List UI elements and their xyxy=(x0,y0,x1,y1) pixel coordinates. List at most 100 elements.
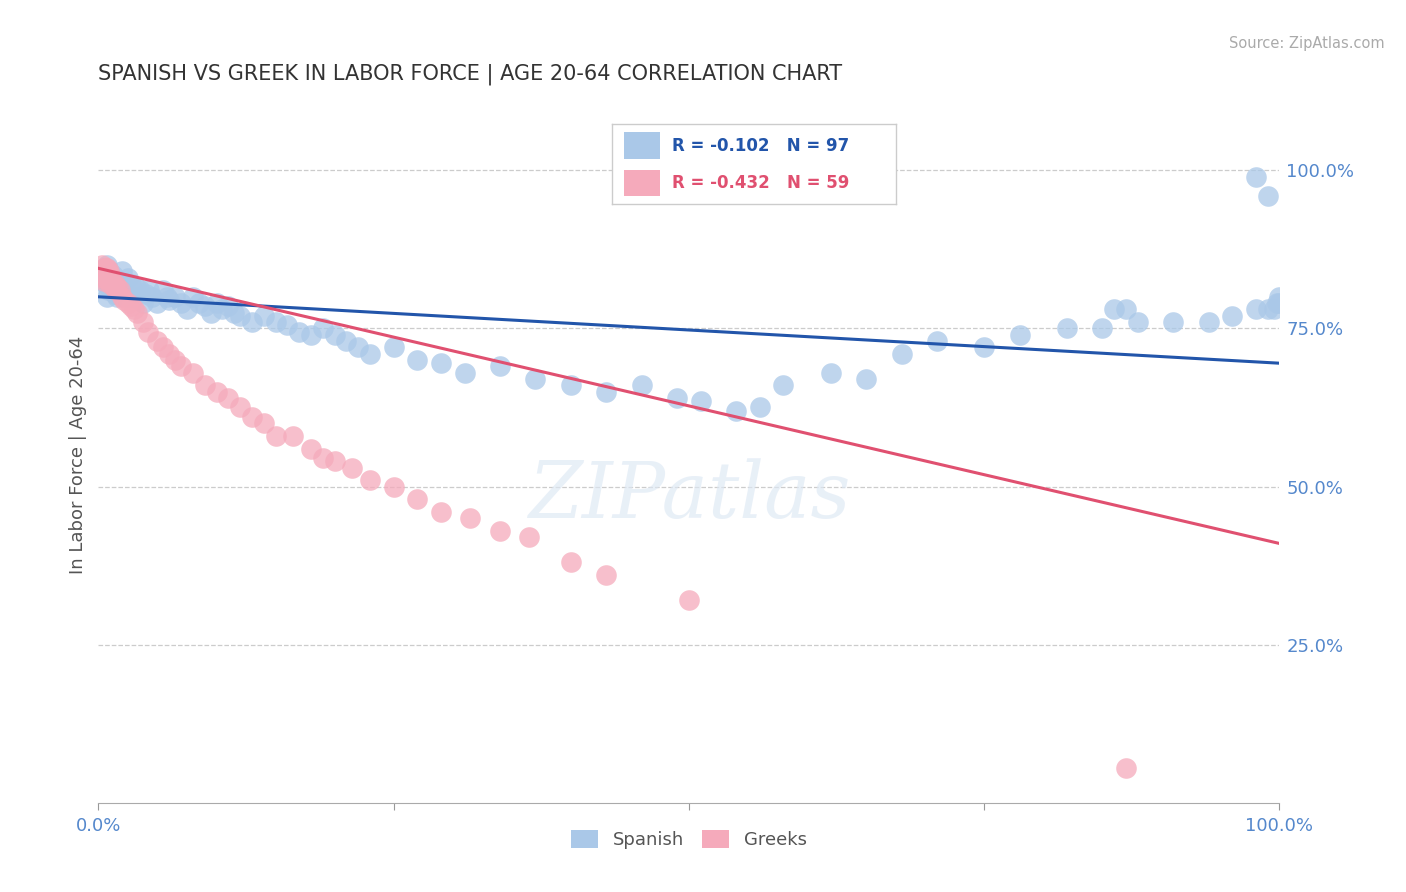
Point xyxy=(666,391,689,405)
Point xyxy=(855,372,877,386)
Text: ZIPatlas: ZIPatlas xyxy=(527,458,851,535)
Point xyxy=(122,290,145,304)
Point xyxy=(1091,321,1114,335)
Point xyxy=(97,284,120,298)
Point xyxy=(205,296,228,310)
Point xyxy=(117,296,139,310)
Point xyxy=(1265,296,1288,310)
Point xyxy=(264,429,287,443)
Point xyxy=(165,353,187,368)
Point xyxy=(157,347,180,361)
Point xyxy=(194,299,217,313)
Point xyxy=(1115,761,1137,775)
Point xyxy=(1268,296,1291,310)
Point xyxy=(925,334,948,348)
Point xyxy=(229,401,252,415)
Point xyxy=(820,366,842,380)
Point xyxy=(97,268,120,282)
Point xyxy=(112,284,135,298)
Point xyxy=(94,268,117,282)
Point xyxy=(135,286,157,301)
Point xyxy=(772,378,794,392)
Point xyxy=(1257,188,1279,202)
Point xyxy=(108,284,131,298)
Point xyxy=(1008,327,1031,342)
Point xyxy=(176,302,198,317)
Point xyxy=(460,511,482,525)
Point xyxy=(96,290,118,304)
Point xyxy=(299,327,322,342)
Point xyxy=(97,270,120,285)
Point xyxy=(156,290,179,304)
Point xyxy=(165,290,187,304)
Point xyxy=(406,492,429,507)
Point xyxy=(224,305,246,319)
Point xyxy=(136,325,159,339)
Point xyxy=(1220,309,1243,323)
Point xyxy=(1263,302,1285,317)
Point xyxy=(132,296,155,310)
Point xyxy=(91,270,114,285)
Point xyxy=(560,378,582,392)
Point xyxy=(342,460,364,475)
Point xyxy=(1102,302,1125,317)
Point xyxy=(200,305,222,319)
Point xyxy=(152,284,174,298)
Text: SPANISH VS GREEK IN LABOR FORCE | AGE 20-64 CORRELATION CHART: SPANISH VS GREEK IN LABOR FORCE | AGE 20… xyxy=(98,63,842,85)
Point xyxy=(489,524,512,538)
Point xyxy=(240,315,263,329)
Point xyxy=(122,302,145,317)
Point xyxy=(524,372,547,386)
Point xyxy=(630,378,652,392)
Point xyxy=(560,556,582,570)
Point xyxy=(100,274,122,288)
Point xyxy=(276,318,298,333)
Point xyxy=(105,280,128,294)
Point xyxy=(1198,315,1220,329)
Point xyxy=(430,505,453,519)
Point xyxy=(890,347,912,361)
Point xyxy=(98,277,121,292)
Point xyxy=(103,284,125,298)
Point xyxy=(94,261,117,276)
Point xyxy=(105,277,128,292)
Point xyxy=(107,280,129,294)
Point xyxy=(519,530,541,544)
Point xyxy=(105,284,128,298)
Point xyxy=(104,277,127,292)
Point xyxy=(430,356,453,370)
Point xyxy=(205,384,228,399)
Point xyxy=(489,359,512,374)
Point xyxy=(312,321,335,335)
Point xyxy=(96,261,118,276)
Point xyxy=(1257,302,1279,317)
Point xyxy=(1161,315,1184,329)
Point xyxy=(103,274,125,288)
Text: Source: ZipAtlas.com: Source: ZipAtlas.com xyxy=(1229,36,1385,51)
Point xyxy=(689,394,711,409)
Point xyxy=(111,277,134,292)
Legend: Spanish, Greeks: Spanish, Greeks xyxy=(564,822,814,856)
Point xyxy=(128,284,150,298)
Point xyxy=(91,264,114,278)
Point xyxy=(100,284,122,298)
Point xyxy=(406,353,429,368)
Point xyxy=(104,286,127,301)
Point xyxy=(312,451,335,466)
Point xyxy=(748,401,770,415)
Point xyxy=(98,264,121,278)
Point xyxy=(678,593,700,607)
Point xyxy=(217,391,239,405)
Point xyxy=(98,277,121,292)
Point xyxy=(117,290,139,304)
Point xyxy=(1115,302,1137,317)
Point xyxy=(98,264,121,278)
Point xyxy=(181,290,204,304)
Point xyxy=(111,264,134,278)
Point xyxy=(101,277,124,292)
Point xyxy=(973,340,995,354)
Point xyxy=(725,403,748,417)
Point xyxy=(105,290,128,304)
Point xyxy=(1268,290,1291,304)
Point xyxy=(382,479,405,493)
